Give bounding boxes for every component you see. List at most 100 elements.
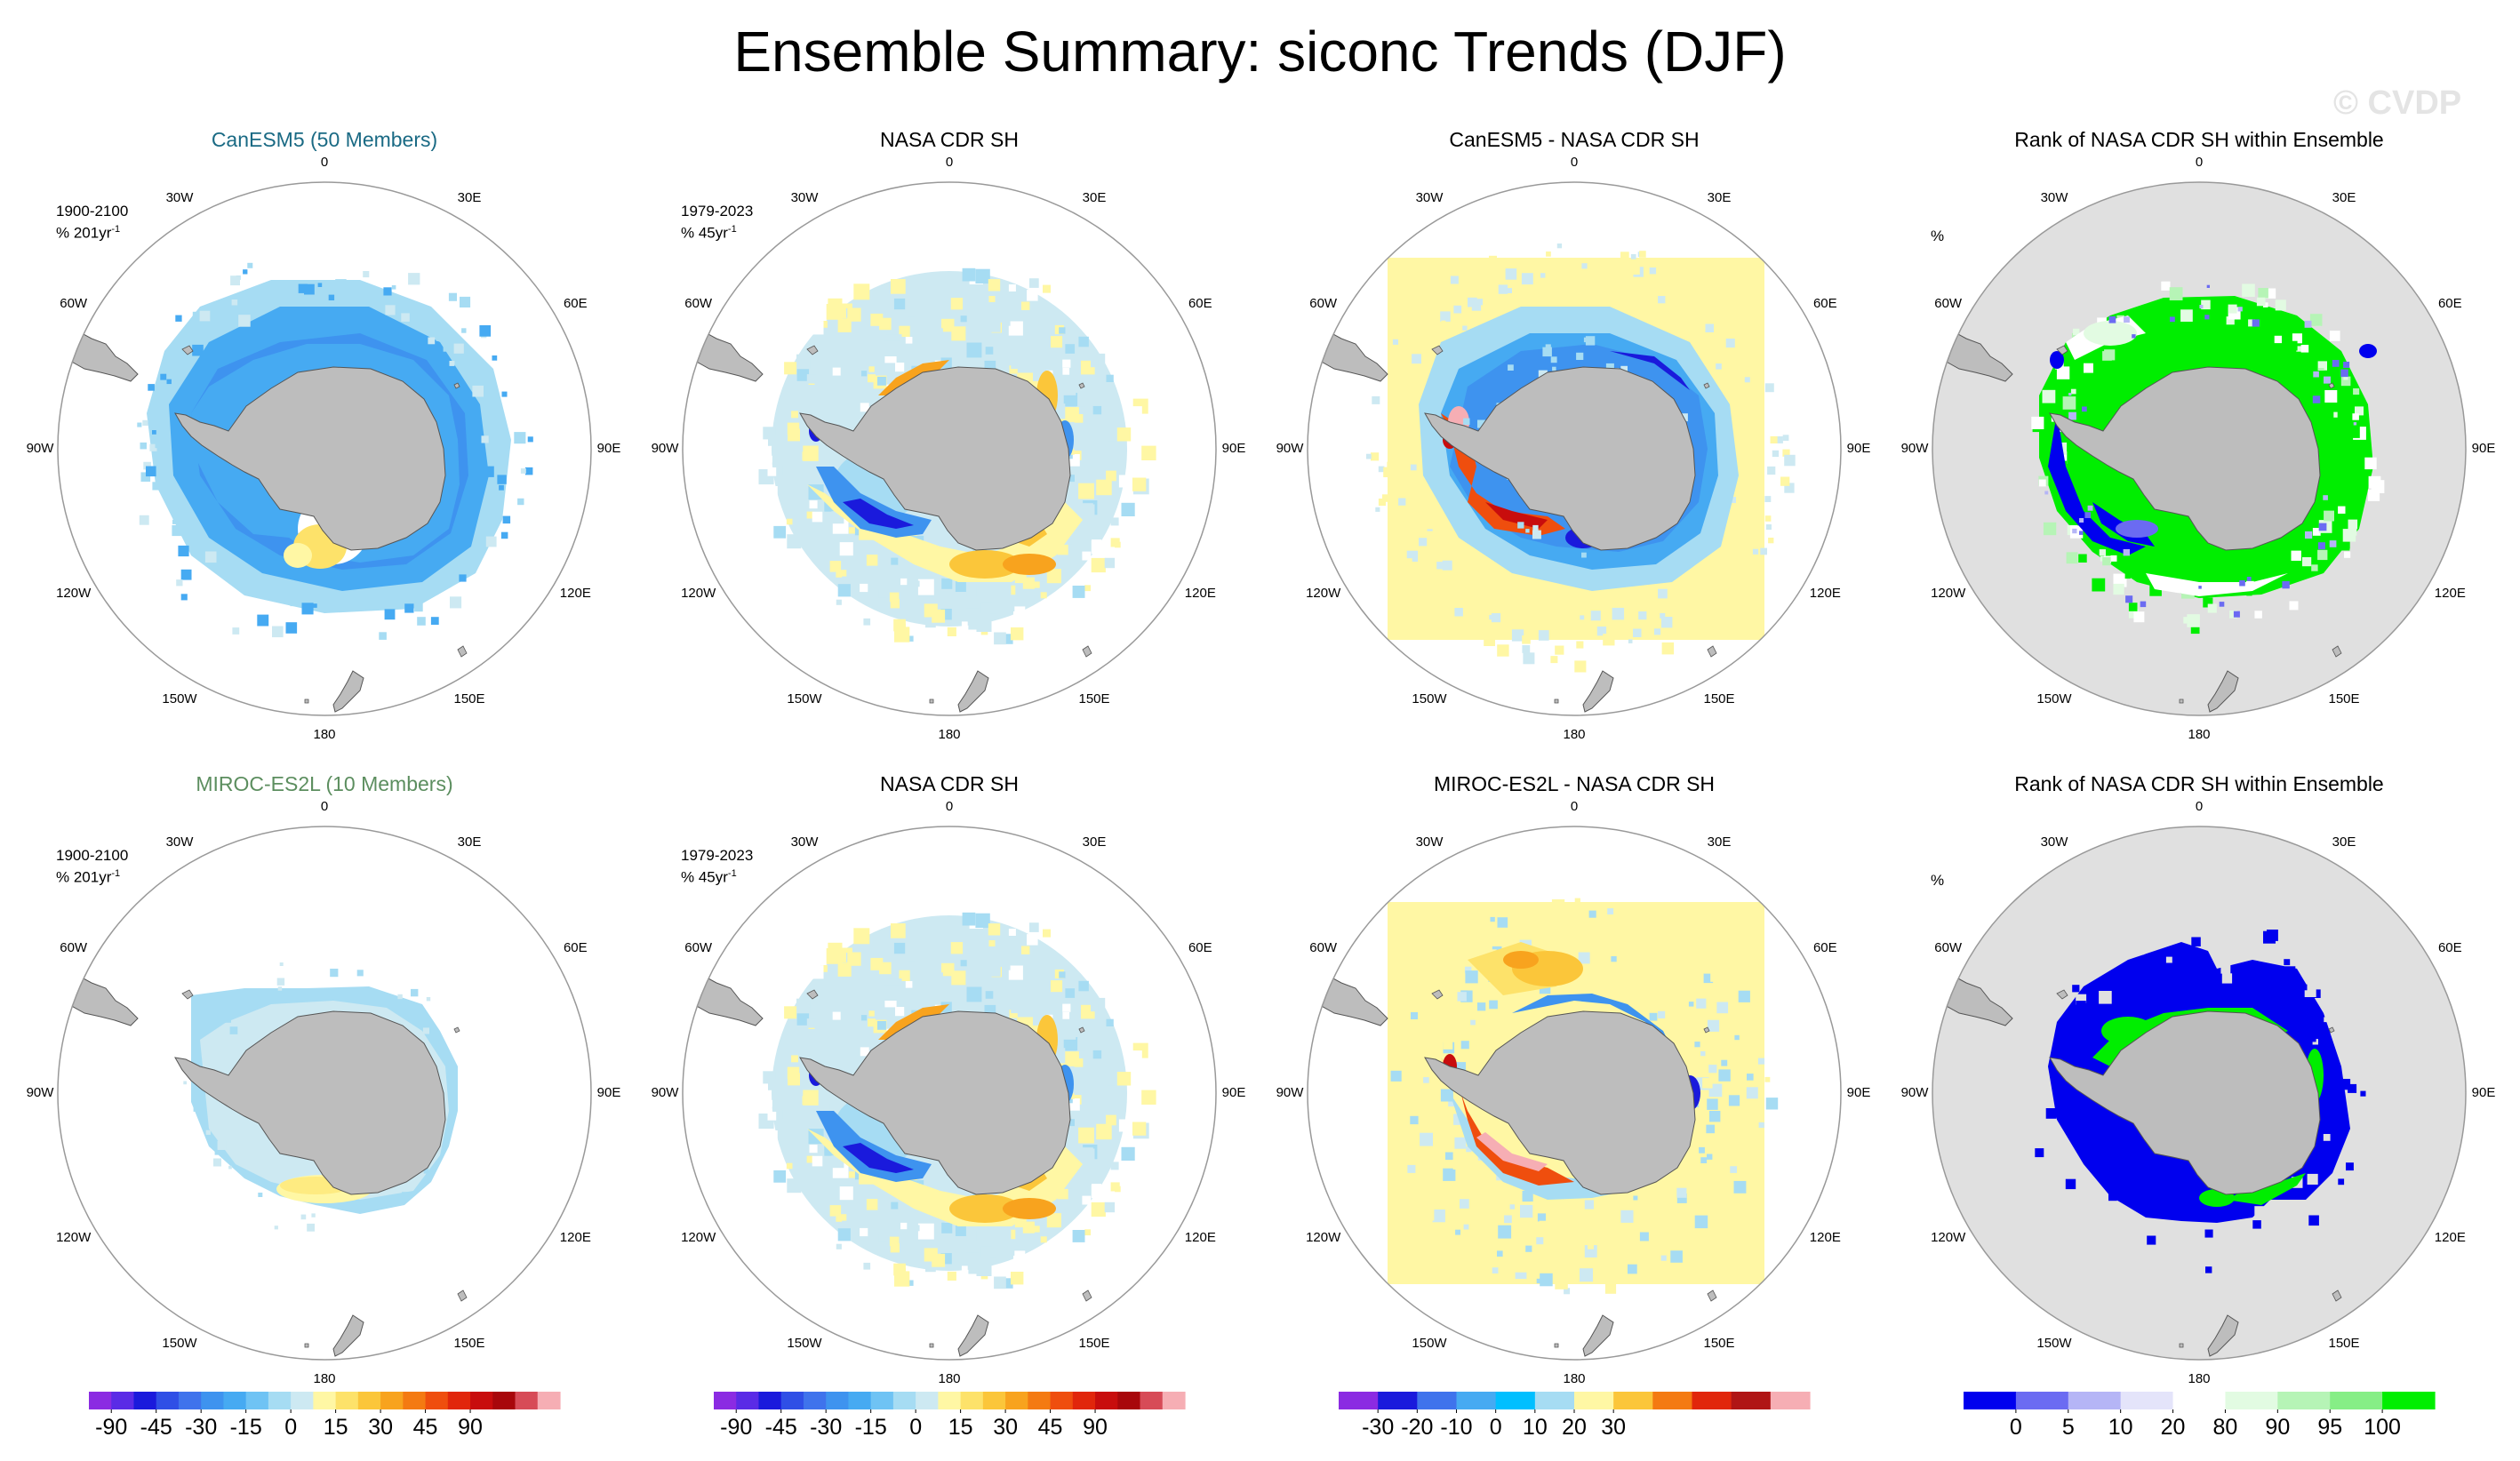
colorbar-trend: -90 -45 -30 -15 0 15 30 45 90 [714, 1392, 1186, 1440]
longitude-label: 60E [1812, 296, 1837, 311]
colorbar-swatch [1613, 1392, 1653, 1409]
colorbar-swatch [1964, 1392, 2017, 1409]
longitude-label: 30W [790, 189, 819, 205]
longitude-label: 30E [457, 834, 482, 850]
longitude-label: 30E [1707, 834, 1732, 850]
longitude-label: 90E [1846, 441, 1871, 456]
colorbar-tick-label: -10 [1440, 1415, 1472, 1440]
longitude-label: 150W [787, 691, 822, 707]
colorbar-swatch [470, 1392, 493, 1409]
colorbar-swatch [736, 1392, 760, 1409]
colorbar-swatch [938, 1392, 962, 1409]
colorbar-swatch [2172, 1392, 2227, 1409]
colorbar-swatch [2225, 1392, 2278, 1409]
colorbar-trend: -90 -45 -30 -15 0 15 30 45 90 [89, 1392, 561, 1440]
colorbar-tick-label: -45 [140, 1415, 172, 1440]
units-label: % 45yr-1 [681, 868, 737, 886]
colorbar-swatch [1534, 1392, 1575, 1409]
panel-title: CanESM5 - NASA CDR SH [1449, 128, 1700, 151]
island-landmass [304, 699, 309, 704]
colorbar-tick-label: 10 [2108, 1415, 2133, 1440]
colorbar-swatch [1028, 1392, 1052, 1409]
polar-map [57, 826, 592, 1361]
south-america-landmass [58, 323, 139, 382]
colorbar-swatch [960, 1392, 984, 1409]
colorbar-swatch [982, 1392, 1006, 1409]
colorbar-swatch [1417, 1392, 1458, 1409]
map-boundary-circle [57, 181, 592, 716]
colorbar-swatch [223, 1392, 247, 1409]
colorbar-swatch [1456, 1392, 1497, 1409]
colorbar-tick-label: 90 [2265, 1415, 2290, 1440]
longitude-label: 90E [1221, 441, 1246, 456]
panel-units: 1900-2100 % 201yr-1 [56, 203, 128, 243]
new-zealand-landmass [332, 670, 364, 713]
longitude-label: 150W [2036, 1336, 2072, 1352]
south-america-landmass [58, 968, 139, 1026]
colorbar-swatch [1770, 1392, 1811, 1409]
longitude-label: 90W [651, 441, 679, 456]
longitude-label: 90W [651, 1085, 679, 1100]
island-landmass [929, 699, 934, 704]
longitude-label: 90E [2471, 441, 2496, 456]
colorbar-swatch [1095, 1392, 1118, 1409]
longitude-label: 120W [681, 1230, 716, 1245]
colorbar-tick-label: 30 [993, 1415, 1018, 1440]
new-zealand-landmass [957, 670, 989, 713]
island-landmass [304, 1343, 309, 1348]
colorbar-swatch [313, 1392, 337, 1409]
island-landmass [929, 1343, 934, 1348]
longitude-label: 60W [60, 296, 88, 311]
longitude-label: 30W [1415, 834, 1444, 850]
longitude-label: 60E [2437, 296, 2462, 311]
new-zealand-landmass [1582, 670, 1614, 713]
longitude-label: 90E [596, 441, 621, 456]
colorbar-tick-label: 90 [1083, 1415, 1108, 1440]
polar-map [1307, 826, 1842, 1361]
island-landmass [1707, 645, 1717, 658]
colorbar-swatch [1140, 1392, 1164, 1409]
units-label: % 201yr-1 [56, 224, 121, 242]
longitude-label: 150W [162, 691, 197, 707]
colorbar-tick-label: 20 [2161, 1415, 2186, 1440]
panel-title: Rank of NASA CDR SH within Ensemble [2014, 128, 2384, 151]
colorbar-tick-label: -15 [230, 1415, 262, 1440]
longitude-label: 120E [559, 1230, 591, 1245]
longitude-label: 30W [165, 834, 194, 850]
panel-title: NASA CDR SH [880, 772, 1019, 795]
colorbar-swatch [1162, 1392, 1186, 1409]
island-landmass [1082, 645, 1092, 658]
colorbar-tick-label: 0 [284, 1415, 297, 1440]
longitude-label: 120E [1184, 586, 1216, 601]
longitude-label: 30W [165, 189, 194, 205]
panel-units: 1979-2023 % 45yr-1 [681, 847, 753, 887]
colorbar-swatch [515, 1392, 539, 1409]
longitude-label: 0 [945, 799, 954, 814]
units-label: % 201yr-1 [56, 868, 121, 886]
longitude-label: 150W [162, 1336, 197, 1352]
island-landmass [806, 989, 819, 1000]
colorbar-tick-label: 45 [1038, 1415, 1063, 1440]
island-landmass [1078, 382, 1085, 389]
colorbar-swatch [380, 1392, 404, 1409]
longitude-label: 180 [1563, 727, 1586, 742]
antarctica-landmass [2049, 366, 2321, 551]
panel-title: Rank of NASA CDR SH within Ensemble [2014, 772, 2384, 795]
colorbar-tick-label: -30 [185, 1415, 217, 1440]
period-label: 1900-2100 [56, 847, 129, 864]
new-zealand-landmass [2207, 670, 2239, 713]
island-landmass [457, 645, 468, 658]
new-zealand-landmass [2207, 1314, 2239, 1357]
island-landmass [2328, 1026, 2335, 1034]
new-zealand-landmass [332, 1314, 364, 1357]
longitude-label: 150E [2328, 691, 2360, 707]
colorbar-swatch [268, 1392, 292, 1409]
island-landmass [453, 382, 460, 389]
longitude-label: 60W [1309, 296, 1338, 311]
longitude-label: 120E [1809, 586, 1841, 601]
map-boundary-circle [682, 181, 1217, 716]
units-label: % 45yr-1 [681, 224, 737, 242]
map-boundary-circle [57, 826, 592, 1361]
longitude-label: 90W [26, 1085, 54, 1100]
longitude-label: 120E [2434, 586, 2466, 601]
